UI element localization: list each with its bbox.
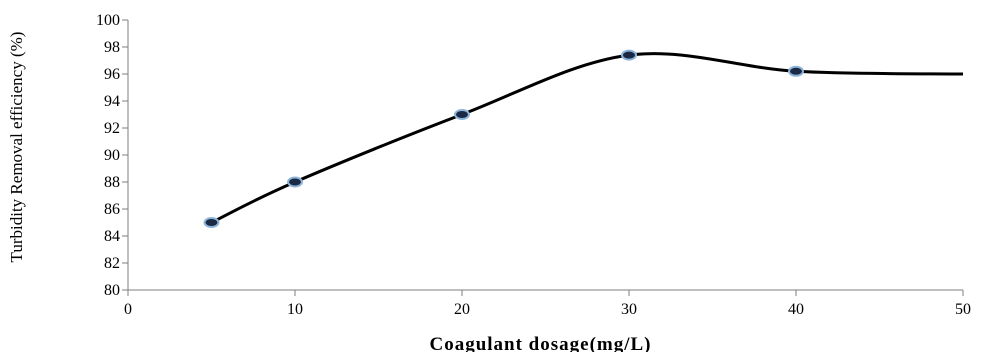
x-tick-label: 40 (788, 301, 804, 318)
y-tick-label: 100 (96, 12, 120, 29)
y-tick-label: 94 (104, 93, 120, 110)
y-tick-label: 80 (104, 282, 120, 299)
y-tick-label: 96 (104, 66, 120, 83)
y-tick-label: 82 (104, 255, 120, 272)
data-point (788, 65, 804, 77)
y-axis: 80 82 84 86 88 90 92 94 96 98 100 (96, 12, 129, 299)
x-tick-label: 0 (124, 301, 132, 318)
series-layer (203, 49, 964, 228)
y-axis-title: Turbidity Removal efficiency (%) (7, 32, 26, 263)
y-tick-label: 98 (104, 39, 120, 56)
x-tick-label: 20 (454, 301, 470, 318)
data-point (621, 49, 637, 61)
y-tick-label: 90 (104, 147, 120, 164)
data-point (203, 217, 220, 228)
y-tick-label: 84 (104, 228, 120, 245)
x-tick-label: 50 (955, 301, 971, 318)
x-axis-title: Coagulant dosage(mg/L) (429, 334, 651, 352)
y-tick-label: 86 (104, 201, 120, 218)
x-tick-label: 30 (621, 301, 637, 318)
series-line (210, 52, 964, 224)
data-point (287, 176, 303, 188)
x-axis: 0 10 20 30 40 50 (124, 289, 971, 318)
y-tick-label: 92 (104, 120, 120, 137)
y-tick-label: 88 (104, 174, 120, 191)
data-point (454, 109, 470, 120)
x-tick-label: 10 (287, 301, 303, 318)
